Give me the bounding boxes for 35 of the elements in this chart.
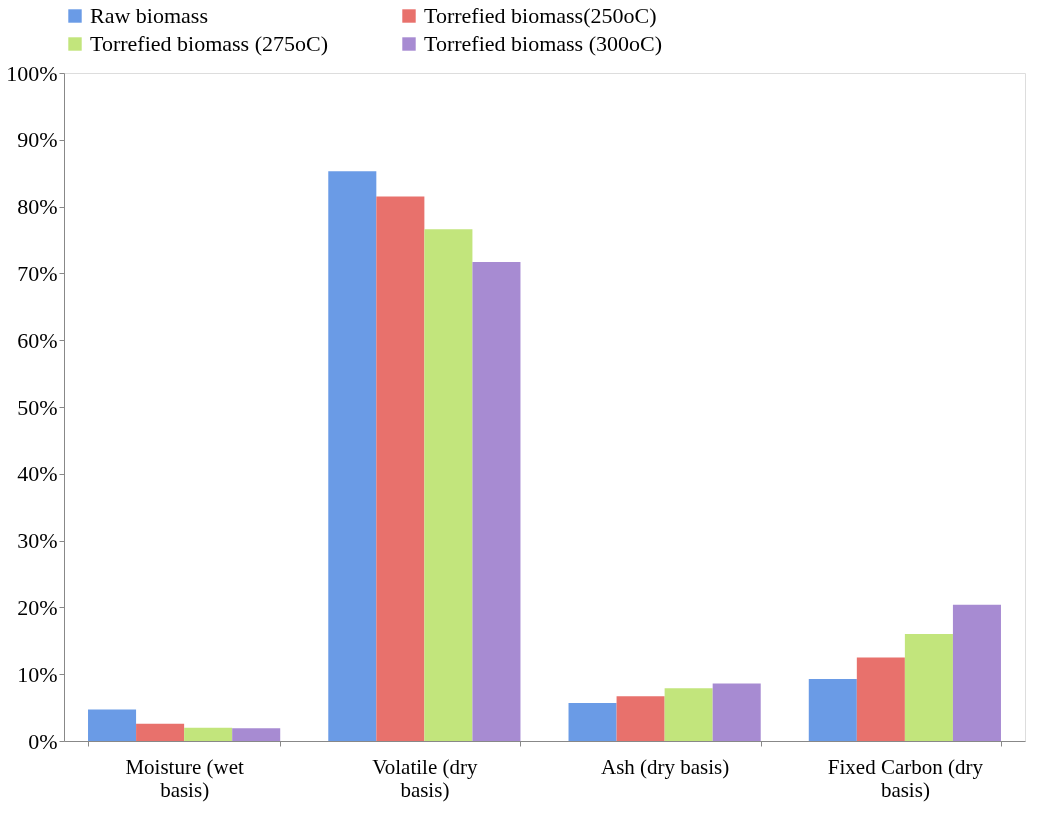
legend-label: Torrefied biomass (300oC)	[424, 31, 662, 56]
bar	[904, 634, 953, 741]
y-tick-label: 40%	[17, 461, 58, 487]
bar	[472, 262, 521, 741]
x-tick-label: Volatile (dry basis)	[372, 754, 478, 802]
bar	[856, 657, 905, 741]
y-tick-label: 50%	[17, 394, 58, 420]
y-tick-label: 20%	[17, 594, 58, 620]
y-tick-label: 10%	[17, 661, 58, 687]
legend-label: Torrefied biomass (275oC)	[90, 31, 328, 56]
y-tick-label: 90%	[17, 127, 58, 153]
bar	[664, 688, 713, 741]
x-tick-label: Fixed Carbon (dry basis)	[827, 754, 984, 802]
bar	[136, 723, 185, 741]
bar	[232, 728, 281, 741]
bar	[376, 196, 425, 741]
y-tick-label: 30%	[17, 528, 58, 554]
bar	[328, 171, 377, 741]
legend-label: Raw biomass	[90, 3, 208, 28]
bar	[424, 229, 473, 741]
x-tick-label: Moisture (wet basis)	[125, 754, 244, 802]
bar	[712, 683, 761, 741]
y-tick-label: 60%	[17, 327, 58, 353]
x-tick-label: Ash (dry basis)	[600, 754, 730, 779]
bar	[616, 696, 665, 741]
y-tick-label: 70%	[17, 260, 58, 286]
bar	[952, 604, 1001, 741]
legend-label: Torrefied biomass(250oC)	[424, 3, 657, 28]
bar	[808, 678, 857, 741]
bar	[184, 727, 233, 741]
bar	[88, 709, 137, 741]
y-tick-label: 0%	[28, 728, 58, 754]
y-tick-label: 100%	[6, 60, 58, 86]
y-tick-label: 80%	[17, 194, 58, 220]
bar	[568, 702, 617, 741]
